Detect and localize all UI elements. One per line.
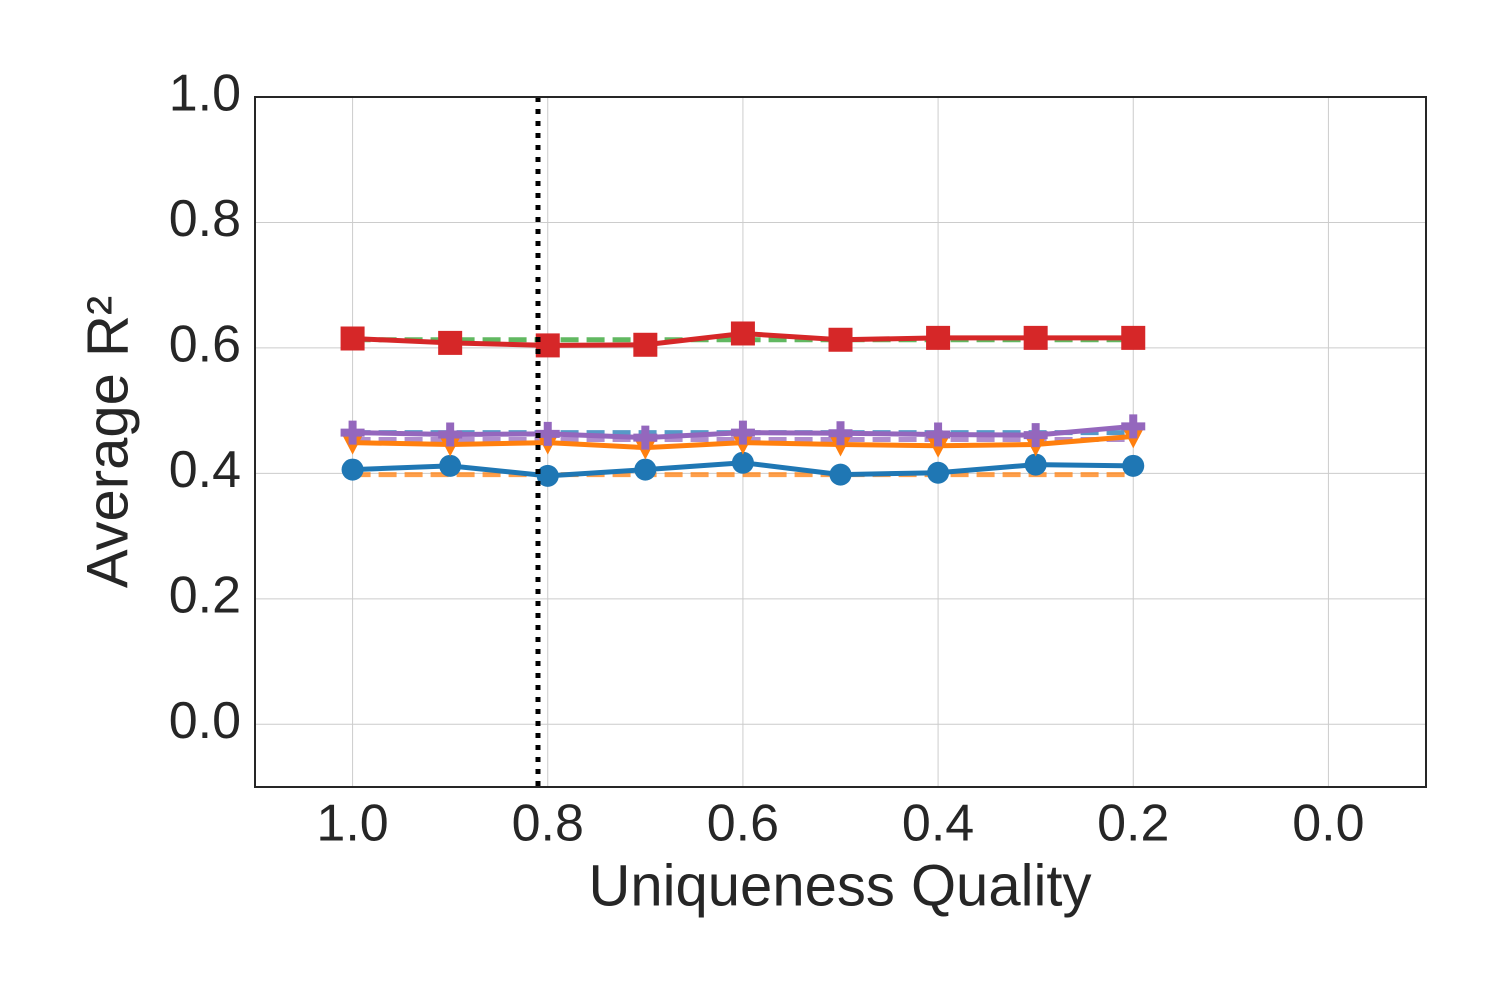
y-tick-label: 1.0 <box>169 65 241 123</box>
marker <box>1023 423 1048 448</box>
marker <box>438 330 463 355</box>
x-tick-label: 0.4 <box>902 795 974 853</box>
y-tick-label: 0.2 <box>169 567 241 625</box>
x-tick-label: 0.0 <box>1292 795 1364 853</box>
y-axis-label: Average R² <box>75 296 140 588</box>
marker <box>633 425 658 450</box>
marker <box>1121 325 1146 350</box>
marker <box>829 435 852 457</box>
x-tick-label: 0.6 <box>707 795 779 853</box>
y-tick-label: 0.6 <box>169 316 241 374</box>
marker <box>535 421 560 446</box>
marker <box>340 420 365 445</box>
marker <box>439 454 462 477</box>
marker <box>340 326 365 351</box>
x-tick-label: 0.8 <box>512 795 584 853</box>
marker <box>1023 325 1048 350</box>
marker <box>926 325 951 350</box>
marker <box>927 436 950 458</box>
y-tick-label: 0.4 <box>169 441 241 499</box>
marker <box>829 463 852 486</box>
plot-frame <box>254 96 1427 788</box>
marker <box>634 458 657 481</box>
marker <box>730 321 755 346</box>
marker <box>731 451 754 474</box>
marker <box>1121 414 1146 439</box>
x-tick-label: 0.2 <box>1097 795 1169 853</box>
marker <box>536 464 559 487</box>
marker <box>828 421 853 446</box>
marker <box>633 332 658 357</box>
marker <box>926 422 951 447</box>
x-axis-label: Uniqueness Quality <box>589 853 1092 918</box>
x-tick-label: 1.0 <box>316 795 388 853</box>
marker <box>1122 454 1145 477</box>
marker <box>927 461 950 484</box>
marker <box>730 420 755 445</box>
marker <box>828 327 853 352</box>
y-tick-label: 0.0 <box>169 692 241 750</box>
marker <box>438 422 463 447</box>
marker <box>1024 453 1047 476</box>
y-tick-label: 0.8 <box>169 190 241 248</box>
marker <box>341 458 364 481</box>
